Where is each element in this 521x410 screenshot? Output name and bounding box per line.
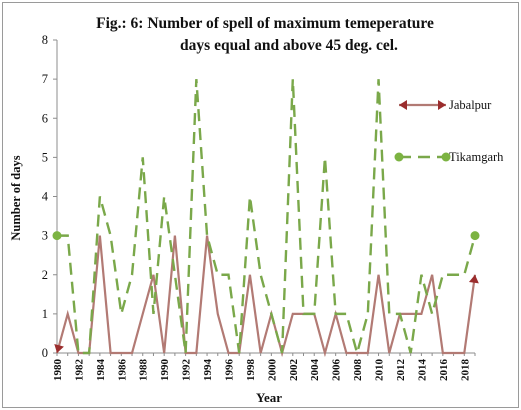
x-tick-label: 1996 xyxy=(223,359,235,382)
series-start-marker xyxy=(52,231,62,241)
y-tick-label: 6 xyxy=(42,111,48,125)
y-tick-label: 8 xyxy=(42,33,48,47)
chart-svg: Fig.: 6: Number of spell of maximum teme… xyxy=(9,15,504,405)
legend-label: Jabalpur xyxy=(449,98,492,112)
y-tick-label: 5 xyxy=(42,150,48,164)
y-tick-label: 0 xyxy=(42,346,48,360)
series-end-marker xyxy=(470,231,480,241)
y-tick-labels: 0 1 2 3 4 5 6 7 8 xyxy=(42,33,49,360)
legend-label: Tikamgarh xyxy=(449,150,504,164)
x-axis-label: Year xyxy=(256,390,282,405)
legend-swatch-marker xyxy=(399,100,407,110)
series-jabalpur xyxy=(54,235,479,358)
legend-swatch-marker xyxy=(441,152,451,162)
x-tick-label: 1986 xyxy=(116,359,128,382)
x-tick-label: 2018 xyxy=(459,359,471,382)
series-end-marker xyxy=(468,274,479,284)
legend-entry-jabalpur: Jabalpur xyxy=(399,98,492,112)
x-tick-label: 2002 xyxy=(288,359,300,382)
x-tick-label: 1988 xyxy=(138,359,150,382)
y-axis-label: Number of days xyxy=(9,155,23,240)
x-tick-label: 2000 xyxy=(266,359,278,382)
y-tick-label: 3 xyxy=(42,229,48,243)
x-tick-label: 2012 xyxy=(395,359,407,382)
y-tick-label: 2 xyxy=(42,268,48,282)
x-tick-label: 2016 xyxy=(438,359,450,382)
y-tick-label: 7 xyxy=(42,72,48,86)
y-tick-label: 1 xyxy=(42,307,48,321)
legend: Jabalpur Tikamgarh xyxy=(394,98,504,164)
series-line-jabalpur xyxy=(55,235,477,358)
x-tick-label: 1984 xyxy=(95,359,107,382)
chart-title-line2: days equal and above 45 deg. cel. xyxy=(180,37,398,54)
series-start-marker xyxy=(54,343,64,353)
chart-title-line1: Fig.: 6: Number of spell of maximum teme… xyxy=(96,15,434,32)
x-tick-label: 2014 xyxy=(416,359,428,382)
x-tick-label: 2008 xyxy=(352,359,364,382)
legend-swatch-marker xyxy=(394,152,404,162)
x-tick-label: 1982 xyxy=(73,359,85,382)
axes xyxy=(53,39,476,356)
x-tick-label: 1990 xyxy=(159,359,171,382)
series-tikamgarh xyxy=(52,79,480,358)
legend-entry-tikamgarh: Tikamgarh xyxy=(394,150,504,164)
x-tick-labels: 1980 1982 1984 1986 1988 1990 1992 1994 1996 1998… xyxy=(52,359,471,382)
x-tick-label: 1998 xyxy=(245,359,257,382)
x-tick-label: 2006 xyxy=(331,359,343,382)
series-line-tikamgarh xyxy=(57,79,477,358)
x-tick-label: 1994 xyxy=(202,359,214,382)
x-tick-label: 2004 xyxy=(309,359,321,382)
legend-swatch-marker xyxy=(438,100,446,110)
y-tick-label: 4 xyxy=(42,190,49,204)
x-tick-label: 1980 xyxy=(52,359,64,382)
x-tick-label: 2010 xyxy=(374,359,386,382)
x-tick-label: 1992 xyxy=(181,359,193,382)
series-layer xyxy=(52,79,480,358)
